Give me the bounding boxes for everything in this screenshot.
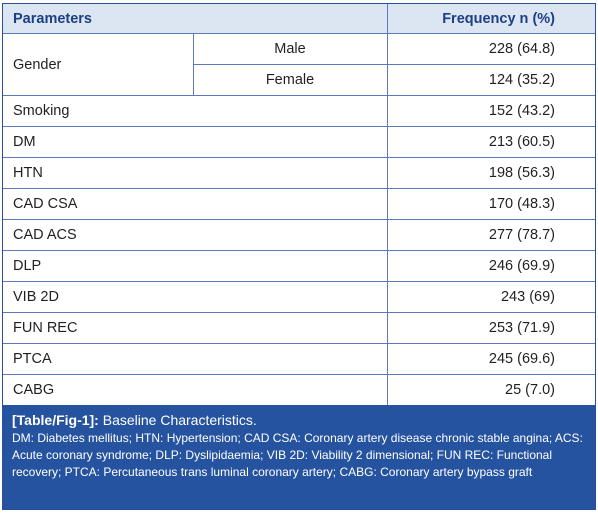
row-label: HTN: [3, 157, 388, 189]
table-row: VIB 2D 243 (69): [3, 281, 595, 313]
table-row: CAD ACS 277 (78.7): [3, 219, 595, 251]
row-value: 25 (7.0): [386, 374, 595, 406]
row-label: FUN REC: [3, 312, 388, 344]
table-row: DM 213 (60.5): [3, 126, 595, 158]
row-value: 245 (69.6): [386, 343, 595, 375]
table-row: PTCA 245 (69.6): [3, 343, 595, 375]
row-value: 198 (56.3): [386, 157, 595, 189]
row-value: 152 (43.2): [386, 95, 595, 127]
baseline-table-figure: Parameters Frequency n (%) Gender Male 2…: [2, 3, 596, 510]
row-value: 253 (71.9): [386, 312, 595, 344]
baseline-characteristics-table: Parameters Frequency n (%) Gender Male 2…: [3, 4, 595, 406]
table-row: HTN 198 (56.3): [3, 157, 595, 189]
row-label: Gender: [3, 33, 194, 96]
row-value: 228 (64.8): [386, 33, 595, 65]
table-row: FUN REC 253 (71.9): [3, 312, 595, 344]
row-label: CABG: [3, 374, 388, 406]
row-value: 124 (35.2): [386, 64, 595, 96]
caption-abbreviations: DM: Diabetes mellitus; HTN: Hypertension…: [12, 431, 583, 479]
row-value: 246 (69.9): [386, 250, 595, 282]
row-label: VIB 2D: [3, 281, 388, 313]
table-row: DLP 246 (69.9): [3, 250, 595, 282]
table-row: Smoking 152 (43.2): [3, 95, 595, 127]
table-row: CAD CSA 170 (48.3): [3, 188, 595, 220]
table-row: CABG 25 (7.0): [3, 374, 595, 406]
caption-title: Baseline Characteristics.: [102, 412, 257, 428]
row-label: Smoking: [3, 95, 388, 127]
sub-label: Male: [192, 33, 388, 65]
row-label: CAD CSA: [3, 188, 388, 220]
sub-label: Female: [193, 64, 388, 96]
caption-title-line: [Table/Fig-1]: Baseline Characteristics.: [12, 410, 585, 430]
header-frequency: Frequency n (%): [386, 4, 595, 34]
row-label: DLP: [3, 250, 388, 282]
table-caption: [Table/Fig-1]: Baseline Characteristics.…: [3, 405, 595, 509]
table-row: Gender Male 228 (64.8): [3, 33, 595, 96]
row-value: 213 (60.5): [386, 126, 595, 158]
row-value: 243 (69): [386, 281, 595, 313]
row-label: PTCA: [3, 343, 388, 375]
row-value: 170 (48.3): [386, 188, 595, 220]
row-label: CAD ACS: [3, 219, 388, 251]
caption-ref: [Table/Fig-1]:: [12, 412, 99, 428]
row-label: DM: [3, 126, 388, 158]
header-parameters: Parameters: [3, 4, 388, 34]
table-row: Female 124 (35.2): [3, 64, 595, 96]
table-header-row: Parameters Frequency n (%): [3, 4, 595, 34]
row-value: 277 (78.7): [386, 219, 595, 251]
